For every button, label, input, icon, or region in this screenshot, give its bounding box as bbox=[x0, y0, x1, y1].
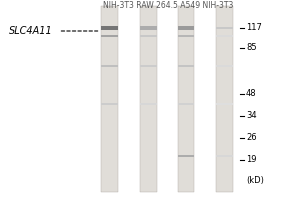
Text: 19: 19 bbox=[246, 156, 256, 164]
Text: (kD): (kD) bbox=[246, 176, 264, 184]
Bar bbox=[178, 65, 194, 67]
Bar bbox=[216, 35, 233, 37]
Bar bbox=[140, 6, 157, 192]
Bar bbox=[101, 65, 118, 67]
Bar bbox=[216, 103, 233, 105]
Bar bbox=[216, 27, 233, 29]
Text: 26: 26 bbox=[246, 134, 256, 142]
Text: 48: 48 bbox=[246, 90, 256, 98]
Bar bbox=[101, 6, 118, 192]
Text: NIH-3T3 RAW 264.5 A549 NIH-3T3: NIH-3T3 RAW 264.5 A549 NIH-3T3 bbox=[103, 1, 233, 10]
Text: 85: 85 bbox=[246, 44, 256, 52]
Bar bbox=[101, 35, 118, 37]
Bar bbox=[140, 35, 157, 37]
Bar bbox=[216, 155, 233, 157]
Bar bbox=[101, 26, 118, 30]
Text: 117: 117 bbox=[246, 23, 262, 32]
Bar bbox=[178, 103, 194, 105]
Bar bbox=[101, 103, 118, 105]
Bar bbox=[178, 6, 194, 192]
Text: SLC4A11: SLC4A11 bbox=[9, 26, 53, 36]
Bar bbox=[140, 103, 157, 105]
Bar bbox=[178, 35, 194, 37]
Bar bbox=[140, 65, 157, 67]
Bar bbox=[140, 26, 157, 30]
Text: 34: 34 bbox=[246, 112, 256, 120]
Bar bbox=[216, 65, 233, 67]
Bar bbox=[178, 26, 194, 30]
Bar bbox=[216, 6, 233, 192]
Bar bbox=[178, 155, 194, 157]
